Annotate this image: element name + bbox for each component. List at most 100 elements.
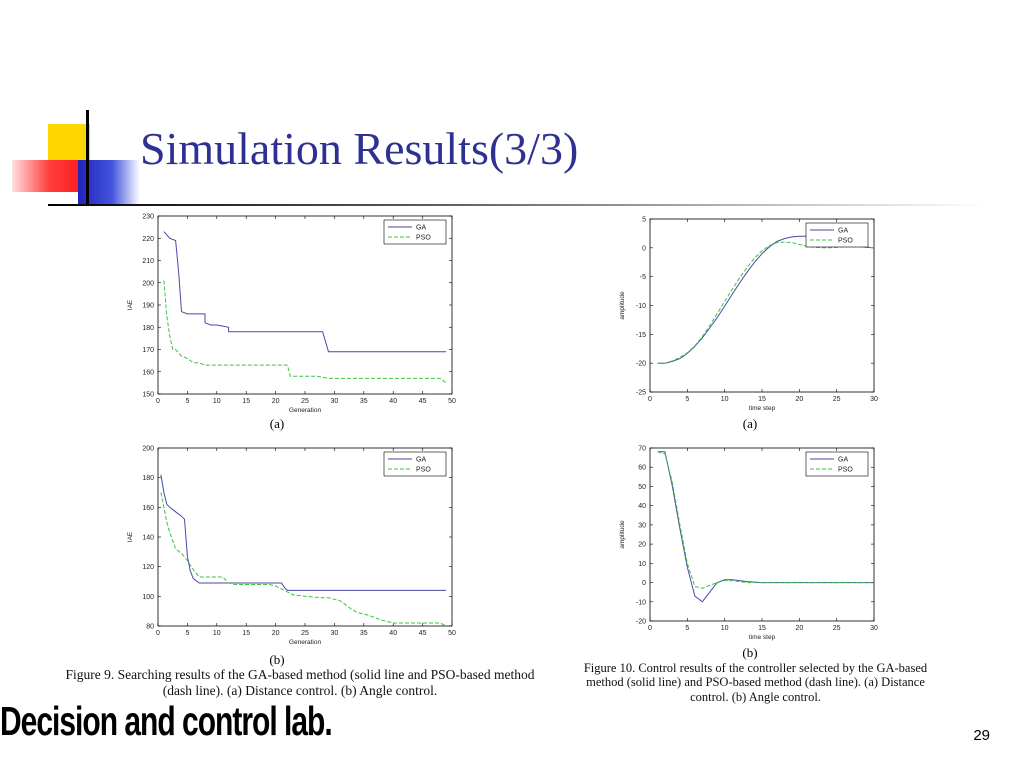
series-line-pso [160, 492, 447, 627]
y-tick-label: 120 [142, 564, 154, 571]
y-tick-label: 60 [638, 465, 646, 472]
legend-label: GA [838, 457, 848, 464]
figure-10-caption: Figure 10. Control results of the contro… [583, 661, 928, 704]
x-tick-label: 35 [360, 630, 368, 637]
y-tick-label: -25 [636, 390, 646, 397]
x-tick-label: 0 [156, 398, 160, 405]
x-tick-label: 5 [185, 630, 189, 637]
chart-fig9a: 0 5 10 15 20 25 30 35 40 45 50 150 160 170 180 190 200 21… [120, 210, 460, 420]
chart-fig10b: 0 5 10 15 20 25 30 -20 -10 0 10 20 30 40 50 60 70 time st… [612, 442, 882, 647]
y-tick-label: 200 [142, 446, 154, 453]
y-tick-label: 0 [642, 580, 646, 587]
legend-label: PSO [416, 235, 431, 242]
chart-fig9b: 0 5 10 15 20 25 30 35 40 45 50 80 100 120 140 160 180 200… [120, 442, 460, 652]
x-tick-label: 0 [648, 625, 652, 632]
logo-vertical-line [86, 110, 89, 206]
x-tick-label: 50 [448, 398, 456, 405]
legend-label: PSO [838, 467, 853, 474]
legend-box [383, 451, 447, 477]
x-tick-label: 10 [721, 396, 729, 403]
x-tick-label: 20 [272, 398, 280, 405]
slide-number: 29 [973, 727, 990, 744]
y-tick-label: 180 [142, 475, 154, 482]
y-tick-label: -10 [636, 303, 646, 310]
y-tick-label: 5 [642, 217, 646, 224]
y-tick-label: 200 [142, 280, 154, 287]
x-tick-label: 45 [419, 398, 427, 405]
y-tick-label: 80 [146, 624, 154, 631]
x-tick-label: 0 [156, 630, 160, 637]
series-line-ga [160, 474, 447, 591]
x-tick-label: 40 [389, 630, 397, 637]
legend-label: GA [416, 457, 426, 464]
x-tick-label: 25 [833, 396, 841, 403]
legend-label: GA [416, 225, 426, 232]
logo-yellow-square [48, 124, 90, 164]
y-tick-label: 230 [142, 214, 154, 221]
x-tick-label: 40 [389, 398, 397, 405]
legend-label: PSO [838, 238, 853, 245]
series-line-pso [657, 451, 874, 589]
panel-label-fig9b: (b) [269, 652, 285, 667]
legend-box [383, 219, 447, 245]
x-tick-label: 5 [685, 625, 689, 632]
y-tick-label: -20 [636, 619, 646, 626]
y-tick-label: -15 [636, 332, 646, 339]
y-axis-label: amplitude [619, 520, 626, 549]
x-tick-label: 35 [360, 398, 368, 405]
y-tick-label: -20 [636, 361, 646, 368]
plot-frame [157, 215, 453, 395]
plot-frame [649, 218, 875, 393]
y-axis-label: amplitude [619, 291, 626, 320]
x-axis-label: Generation [289, 639, 322, 646]
x-tick-label: 25 [833, 625, 841, 632]
panel-label-fig9a: (a) [269, 416, 285, 431]
x-tick-label: 20 [272, 630, 280, 637]
x-tick-label: 10 [213, 398, 221, 405]
y-tick-label: 160 [142, 369, 154, 376]
legend-label: PSO [416, 467, 431, 474]
x-tick-label: 20 [795, 625, 803, 632]
y-tick-label: 190 [142, 303, 154, 310]
x-axis-label: time step [749, 405, 776, 412]
x-tick-label: 30 [870, 396, 878, 403]
footer-lab-name: Decision and control lab. [0, 700, 333, 745]
slide-title: Simulation Results(3/3) [140, 123, 579, 174]
x-tick-label: 25 [301, 630, 309, 637]
panel-label-fig10b: (b) [742, 645, 758, 660]
x-tick-label: 15 [242, 630, 250, 637]
y-tick-label: 210 [142, 258, 154, 265]
chart-fig10a: 0 5 10 15 20 25 30 -25 -20 -15 -10 -5 0 5 time step amp… [612, 213, 882, 418]
y-tick-label: 180 [142, 325, 154, 332]
x-tick-label: 50 [448, 630, 456, 637]
y-axis-label: IAE [127, 531, 134, 542]
y-tick-label: 40 [638, 503, 646, 510]
y-tick-label: 140 [142, 535, 154, 542]
y-tick-label: 160 [142, 505, 154, 512]
y-axis-label: IAE [127, 299, 134, 310]
x-tick-label: 5 [185, 398, 189, 405]
x-tick-label: 30 [331, 630, 339, 637]
x-axis-label: Generation [289, 407, 322, 414]
legend-label: GA [838, 228, 848, 235]
x-axis-label: time step [749, 634, 776, 641]
panel-label-fig10a: (a) [742, 416, 758, 431]
x-tick-label: 20 [795, 396, 803, 403]
y-tick-label: 0 [642, 245, 646, 252]
y-tick-label: 50 [638, 484, 646, 491]
y-tick-label: 30 [638, 522, 646, 529]
x-tick-label: 25 [301, 398, 309, 405]
logo-red-bar [12, 160, 78, 192]
x-tick-label: 30 [331, 398, 339, 405]
y-tick-label: 20 [638, 542, 646, 549]
x-tick-label: 15 [758, 625, 766, 632]
figure-9-caption: Figure 9. Searching results of the GA-ba… [65, 667, 535, 698]
y-tick-label: 70 [638, 446, 646, 453]
x-tick-label: 0 [648, 396, 652, 403]
y-tick-label: 220 [142, 236, 154, 243]
plot-frame [649, 447, 875, 622]
title-underline [48, 204, 988, 206]
y-tick-label: 170 [142, 347, 154, 354]
series-line-ga [163, 231, 447, 353]
x-tick-label: 15 [758, 396, 766, 403]
